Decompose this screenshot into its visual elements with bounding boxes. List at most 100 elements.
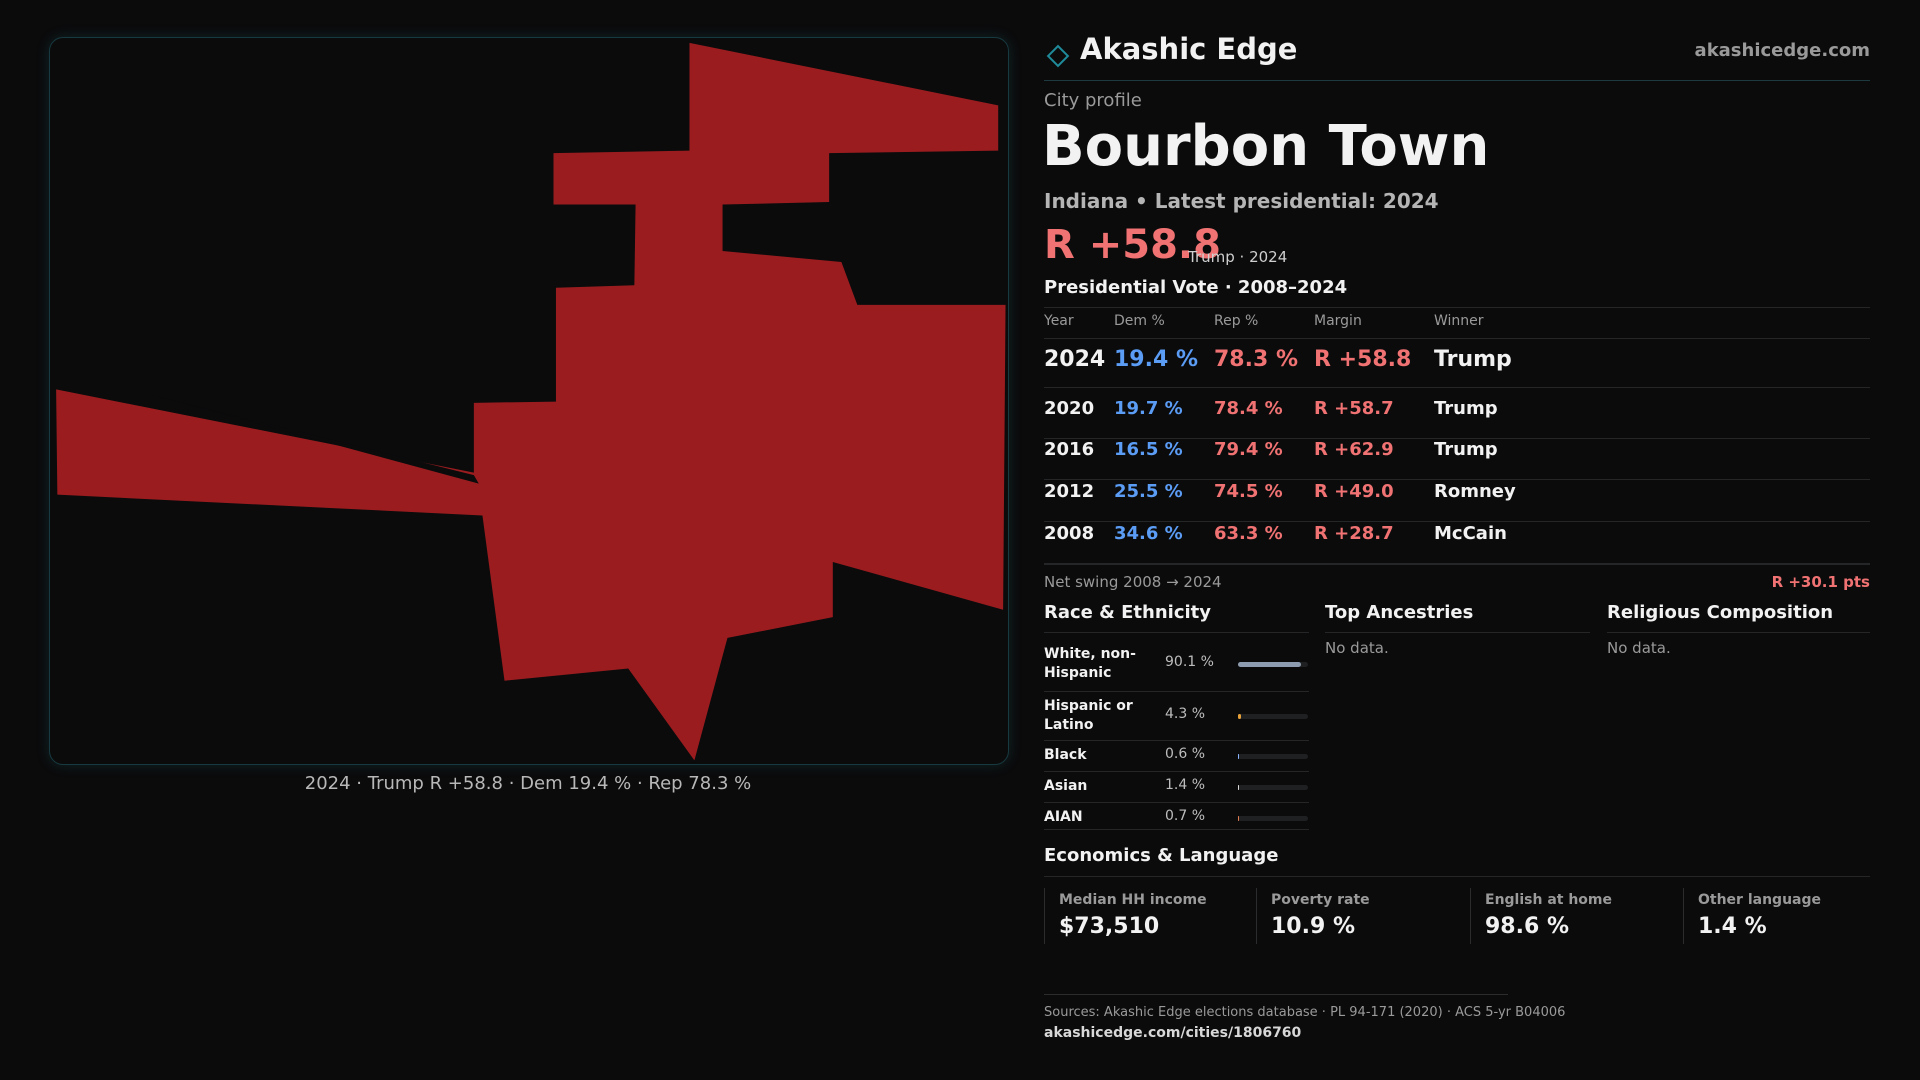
section-title: Race & Ethnicity [1044, 602, 1211, 623]
column-header: Winner [1434, 313, 1484, 329]
table-cell: 79.4 % [1214, 439, 1283, 460]
table-cell: R +62.9 [1314, 439, 1394, 460]
table-cell: 34.6 % [1114, 523, 1183, 544]
divider [1044, 740, 1309, 741]
margin-note: Trump · 2024 [1188, 248, 1288, 266]
shape-gap [154, 395, 479, 484]
table-cell: Trump [1434, 398, 1498, 419]
race-label: Asian [1044, 778, 1088, 794]
bar-track [1238, 816, 1308, 821]
race-label: White, non-Hispanic [1044, 646, 1136, 681]
table-cell: Trump [1434, 439, 1498, 460]
section-title: Economics & Language [1044, 845, 1279, 866]
stat-box: English at home 98.6 % [1470, 888, 1612, 944]
divider [1044, 802, 1309, 803]
logo [1046, 44, 1070, 68]
sources: Sources: Akashic Edge elections database… [1044, 1005, 1566, 1020]
divider [1044, 521, 1870, 522]
race-bar [1238, 714, 1241, 719]
site-link[interactable]: akashicedge.com [1694, 40, 1870, 61]
table-cell: McCain [1434, 523, 1507, 544]
table-cell: R +49.0 [1314, 481, 1394, 502]
divider [1044, 479, 1870, 480]
divider [1044, 632, 1309, 633]
divider [1044, 829, 1309, 830]
stat-label: Poverty rate [1271, 892, 1370, 908]
section-title: Top Ancestries [1325, 602, 1474, 623]
map-caption: 2024 · Trump R +58.8 · Dem 19.4 % · Rep … [304, 773, 752, 794]
table-cell: 2016 [1044, 439, 1095, 460]
no-data: No data. [1607, 639, 1671, 657]
city-title: Bourbon Town [1042, 114, 1490, 179]
column-header: Margin [1314, 313, 1362, 329]
race-value: 90.1 % [1165, 654, 1214, 670]
stat-label: Median HH income [1059, 892, 1207, 908]
section-title: Religious Composition [1607, 602, 1834, 623]
divider [1607, 632, 1870, 633]
column-header: Rep % [1214, 313, 1259, 329]
table-cell: R +58.8 [1314, 347, 1412, 372]
race-value: 0.7 % [1165, 808, 1206, 824]
divider [1044, 563, 1870, 564]
race-value: 0.6 % [1165, 746, 1206, 762]
stat-box: Other language 1.4 % [1683, 888, 1821, 944]
table-cell: Romney [1434, 481, 1516, 502]
race-value: 1.4 % [1165, 777, 1206, 793]
table-cell: 19.7 % [1114, 398, 1183, 419]
bar-track [1238, 662, 1308, 667]
column-header: Year [1044, 313, 1074, 329]
divider [1044, 438, 1870, 439]
stat-label: Other language [1698, 892, 1821, 908]
stat-value: 1.4 % [1698, 914, 1767, 939]
table-cell: 2024 [1044, 347, 1106, 372]
column-header: Dem % [1114, 313, 1165, 329]
table-cell: 74.5 % [1214, 481, 1283, 502]
table-cell: R +28.7 [1314, 523, 1394, 544]
no-data: No data. [1325, 639, 1389, 657]
divider [1044, 994, 1508, 995]
stat-label: English at home [1485, 892, 1613, 908]
table-cell: 16.5 % [1114, 439, 1183, 460]
divider [1044, 80, 1870, 81]
stat-box: Median HH income $73,510 [1044, 888, 1207, 944]
divider [1325, 632, 1590, 633]
table-cell: 78.4 % [1214, 398, 1283, 419]
divider [1044, 691, 1309, 692]
table-cell: 19.4 % [1114, 347, 1198, 372]
bar-track [1238, 714, 1308, 719]
table-cell: Trump [1434, 347, 1512, 372]
bar-track [1238, 785, 1308, 790]
divider [1044, 338, 1870, 339]
table-cell: 63.3 % [1214, 523, 1283, 544]
table-cell: 78.3 % [1214, 347, 1298, 372]
stat-value: 10.9 % [1271, 914, 1355, 939]
bar-track [1238, 754, 1308, 759]
table-cell: R +58.7 [1314, 398, 1394, 419]
table-cell: 2012 [1044, 481, 1095, 502]
race-label: Hispanic or Latino [1044, 698, 1133, 733]
kicker: City profile [1044, 90, 1142, 111]
table-cell: 2020 [1044, 398, 1095, 419]
divider [1044, 771, 1309, 772]
table-title: Presidential Vote · 2008–2024 [1044, 277, 1348, 298]
page-url[interactable]: akashicedge.com/cities/1806760 [1044, 1025, 1302, 1041]
divider [1044, 387, 1870, 388]
map [49, 37, 1009, 765]
table-cell: 2008 [1044, 523, 1095, 544]
divider [1044, 564, 1870, 565]
subtitle: Indiana • Latest presidential: 2024 [1044, 189, 1439, 213]
race-label: Black [1044, 747, 1087, 763]
stat-value: $73,510 [1059, 914, 1160, 939]
swing-label: Net swing 2008 → 2024 [1044, 573, 1222, 591]
race-value: 4.3 % [1165, 706, 1206, 722]
race-label: AIAN [1044, 809, 1083, 825]
swing-value: R +30.1 pts [1771, 573, 1870, 591]
margin: R +58.8 [1044, 222, 1221, 268]
race-bar [1238, 662, 1302, 667]
stat-value: 98.6 % [1485, 914, 1569, 939]
divider [1044, 876, 1870, 877]
brand: Akashic Edge [1080, 32, 1298, 66]
city-shape [56, 42, 1006, 761]
divider [1044, 307, 1870, 308]
